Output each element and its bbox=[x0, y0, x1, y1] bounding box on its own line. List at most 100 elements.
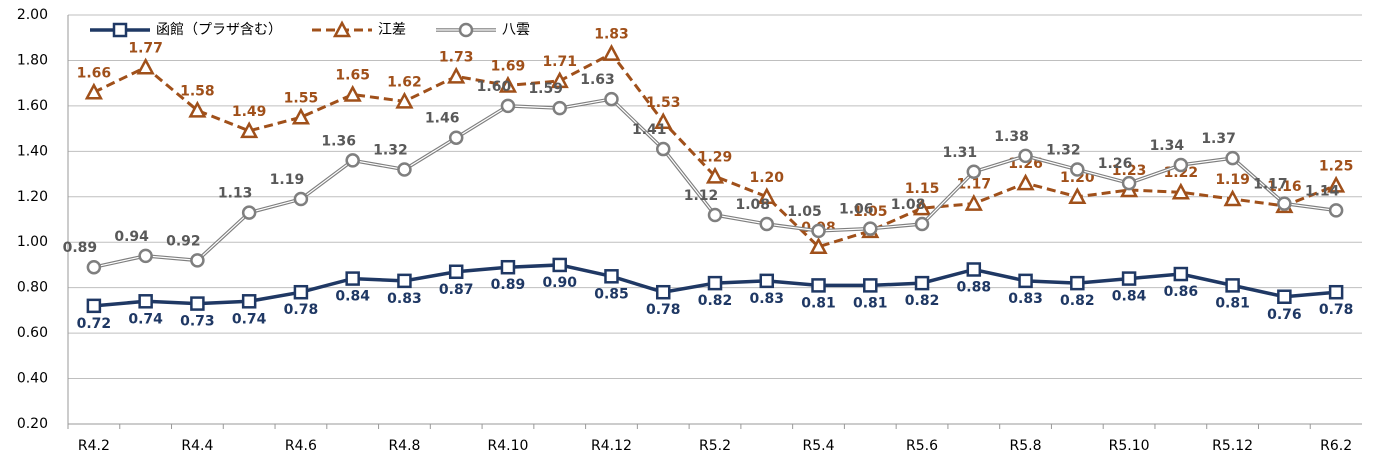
marker bbox=[552, 257, 567, 273]
marker bbox=[458, 22, 474, 38]
marker bbox=[136, 57, 155, 75]
data-label: 0.83 bbox=[1008, 291, 1043, 307]
y-tick-label: 1.80 bbox=[17, 52, 48, 68]
marker bbox=[863, 221, 878, 236]
marker bbox=[293, 284, 309, 300]
y-tick-label: 1.00 bbox=[17, 234, 48, 250]
marker bbox=[112, 22, 128, 38]
y-tick-label: 1.20 bbox=[17, 189, 48, 205]
marker bbox=[345, 153, 360, 168]
data-label: 1.63 bbox=[580, 72, 615, 88]
data-label: 1.19 bbox=[1215, 172, 1250, 188]
marker bbox=[1068, 187, 1087, 205]
marker bbox=[345, 271, 360, 286]
data-label: 0.84 bbox=[335, 289, 370, 305]
marker bbox=[964, 193, 983, 211]
marker bbox=[332, 20, 352, 38]
data-label: 0.78 bbox=[1319, 302, 1354, 318]
data-label: 0.92 bbox=[166, 233, 201, 249]
marker bbox=[138, 248, 153, 264]
marker bbox=[1327, 175, 1346, 193]
y-tick-label: 0.20 bbox=[17, 416, 48, 432]
marker bbox=[552, 100, 567, 116]
data-label: 0.74 bbox=[128, 311, 163, 327]
marker bbox=[500, 98, 516, 114]
marker bbox=[1018, 273, 1033, 289]
data-label: 1.77 bbox=[128, 40, 163, 56]
marker bbox=[759, 216, 775, 232]
x-tick-label: R4.6 bbox=[285, 438, 317, 454]
marker bbox=[498, 75, 518, 93]
data-label: 1.06 bbox=[839, 202, 874, 218]
data-label: 0.84 bbox=[1112, 289, 1147, 305]
marker bbox=[602, 43, 621, 61]
data-label: 0.89 bbox=[63, 240, 98, 256]
marker bbox=[293, 191, 309, 207]
data-label: 1.69 bbox=[491, 58, 526, 74]
marker bbox=[86, 298, 102, 314]
data-label: 1.38 bbox=[994, 129, 1029, 145]
data-label: 1.16 bbox=[1267, 179, 1302, 195]
data-label: 1.55 bbox=[284, 90, 319, 106]
legend-label: 八雲 bbox=[502, 22, 530, 38]
marker bbox=[1171, 182, 1190, 200]
marker bbox=[448, 130, 464, 145]
marker bbox=[707, 275, 723, 291]
data-label: 1.20 bbox=[749, 170, 784, 186]
marker bbox=[655, 284, 671, 300]
x-tick-label: R5.6 bbox=[906, 438, 938, 454]
marker bbox=[707, 207, 723, 223]
data-label: 0.88 bbox=[957, 279, 992, 295]
marker bbox=[550, 71, 569, 89]
marker bbox=[1223, 189, 1242, 207]
x-tick-label: R4.4 bbox=[181, 438, 213, 454]
data-label: 1.65 bbox=[335, 68, 370, 84]
data-label: 0.81 bbox=[801, 295, 836, 311]
data-label: 1.19 bbox=[270, 172, 305, 188]
data-label: 1.25 bbox=[1319, 158, 1354, 174]
data-label: 1.08 bbox=[891, 197, 926, 213]
data-label: 1.60 bbox=[477, 79, 512, 95]
marker bbox=[397, 273, 412, 289]
x-tick-label: R4.12 bbox=[591, 438, 632, 454]
marker bbox=[966, 164, 982, 180]
marker bbox=[86, 259, 102, 275]
data-label: 1.41 bbox=[632, 122, 667, 138]
data-label: 1.58 bbox=[180, 83, 215, 99]
data-label: 0.83 bbox=[387, 291, 422, 307]
y-tick-label: 0.60 bbox=[17, 325, 48, 341]
marker bbox=[654, 112, 673, 130]
marker bbox=[241, 205, 257, 220]
x-tick-label: R6.2 bbox=[1320, 438, 1352, 454]
y-tick-label: 1.40 bbox=[17, 143, 48, 159]
marker bbox=[1121, 175, 1137, 191]
data-label: 0.82 bbox=[698, 293, 733, 309]
y-tick-label: 0.40 bbox=[17, 371, 48, 387]
data-label: 1.23 bbox=[1112, 163, 1147, 179]
marker bbox=[397, 162, 412, 177]
data-label: 1.12 bbox=[684, 188, 719, 204]
data-label: 1.49 bbox=[232, 104, 267, 120]
marker bbox=[1018, 148, 1033, 164]
marker bbox=[1070, 275, 1085, 291]
data-label: 1.59 bbox=[528, 81, 563, 97]
marker bbox=[1277, 196, 1292, 211]
marker bbox=[1070, 162, 1085, 177]
data-label: 1.73 bbox=[439, 49, 474, 65]
data-label: 1.05 bbox=[787, 204, 822, 220]
marker bbox=[811, 223, 826, 239]
data-label: 1.32 bbox=[1046, 143, 1081, 159]
marker bbox=[84, 82, 103, 100]
data-label: 1.29 bbox=[698, 149, 733, 165]
x-tick-label: R4.2 bbox=[78, 438, 110, 454]
marker bbox=[395, 91, 414, 109]
marker bbox=[190, 296, 205, 311]
y-tick-label: 0.80 bbox=[17, 280, 48, 296]
marker bbox=[1277, 289, 1292, 305]
x-tick-label: R5.4 bbox=[803, 438, 835, 454]
marker bbox=[447, 66, 466, 84]
data-label: 0.74 bbox=[232, 311, 267, 327]
marker bbox=[811, 278, 826, 293]
data-label: 0.72 bbox=[77, 316, 112, 332]
